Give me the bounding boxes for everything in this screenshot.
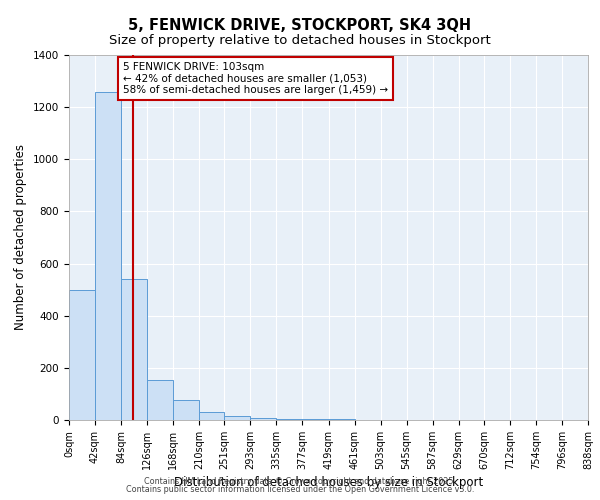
Y-axis label: Number of detached properties: Number of detached properties	[14, 144, 28, 330]
Text: 5, FENWICK DRIVE, STOCKPORT, SK4 3QH: 5, FENWICK DRIVE, STOCKPORT, SK4 3QH	[128, 18, 472, 32]
Bar	[277, 418, 302, 420]
Bar	[147, 380, 173, 420]
Bar	[95, 92, 121, 420]
Text: Contains public sector information licensed under the Open Government Licence v3: Contains public sector information licen…	[126, 485, 474, 494]
Bar	[302, 419, 329, 420]
X-axis label: Distribution of detached houses by size in Stockport: Distribution of detached houses by size …	[174, 476, 483, 489]
Bar	[69, 290, 95, 420]
Bar	[250, 418, 277, 420]
Bar	[224, 416, 250, 420]
Text: Contains HM Land Registry data © Crown copyright and database right 2025.: Contains HM Land Registry data © Crown c…	[144, 477, 456, 486]
Bar	[199, 412, 224, 420]
Bar	[173, 400, 199, 420]
Bar	[121, 279, 147, 420]
Text: 5 FENWICK DRIVE: 103sqm
← 42% of detached houses are smaller (1,053)
58% of semi: 5 FENWICK DRIVE: 103sqm ← 42% of detache…	[123, 62, 388, 95]
Text: Size of property relative to detached houses in Stockport: Size of property relative to detached ho…	[109, 34, 491, 47]
